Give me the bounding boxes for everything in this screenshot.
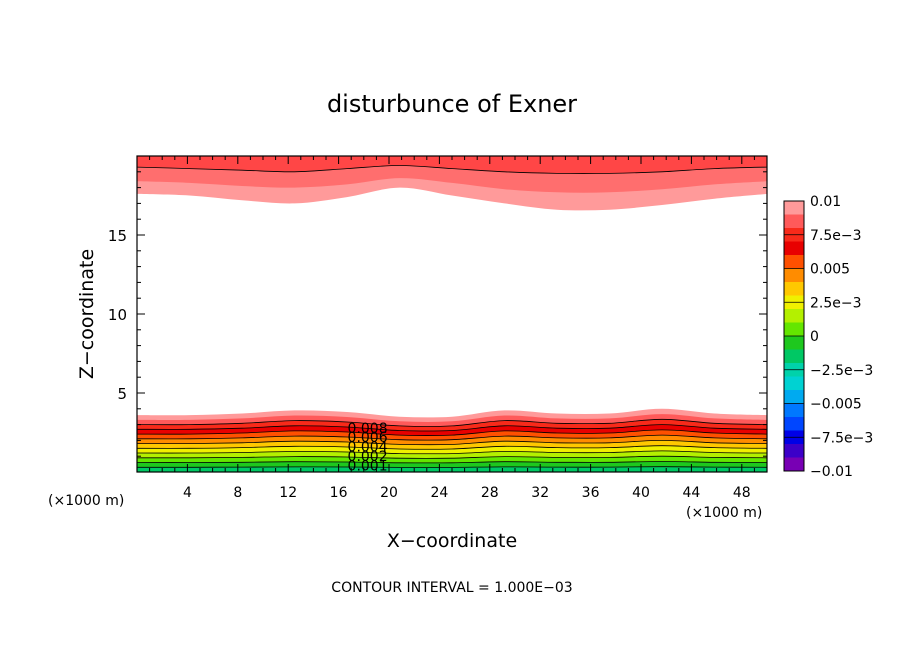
x-tick-label: 44	[682, 485, 700, 501]
colorbar-swatch	[784, 403, 804, 418]
contour-interval-note: CONTOUR INTERVAL = 1.000E−03	[331, 580, 572, 596]
contour-line-bottom-9	[137, 455, 768, 459]
x-tick-label: 28	[481, 485, 499, 501]
colorbar-label: 0.005	[810, 262, 850, 278]
colorbar-labels: 0.01 7.5e−3 0.005 2.5e−3 0 −2.5e−3 −0.005 −7.5e…	[810, 194, 873, 480]
x-tick-label: 24	[430, 485, 448, 501]
x-tick-label: 12	[279, 485, 297, 501]
contour-lines	[136, 165, 768, 468]
y-tick-label: 15	[108, 227, 127, 245]
colorbar-swatch	[784, 376, 804, 391]
colorbar-swatch	[784, 349, 804, 364]
colorbar-swatch	[784, 282, 804, 296]
colorbar-label: −2.5e−3	[810, 363, 873, 379]
x-axis-label: X−coordinate	[387, 530, 517, 552]
colorbar-swatch	[784, 417, 804, 431]
colorbar-swatch	[784, 457, 804, 472]
contour-label: 0.006	[348, 430, 388, 446]
colorbar-swatch	[784, 268, 804, 283]
contour-line-bottom-3	[136, 424, 768, 432]
contour-label: 0.002	[348, 449, 388, 465]
x-tick-label: 48	[733, 485, 751, 501]
colorbar-swatch	[784, 444, 804, 458]
colorbar-swatch	[784, 336, 804, 350]
colorbar-label: −0.005	[810, 397, 862, 413]
top-band-layer-2	[137, 156, 767, 174]
contour-line-bottom-5	[136, 434, 768, 441]
y-axis: 5 10 15	[108, 171, 767, 457]
colorbar-label: 0	[810, 329, 819, 345]
x-tick-label: 4	[183, 485, 192, 501]
x-tick-label: 20	[380, 485, 398, 501]
chart-title: disturbunce of Exner	[327, 90, 577, 118]
contour-line-bottom-6	[136, 439, 768, 446]
colorbar-swatch	[784, 390, 804, 404]
contour-line-bottom-8	[136, 450, 768, 455]
contour-line-bottom-10	[136, 461, 768, 464]
contour-line-top	[136, 165, 768, 174]
contour-label: 0.008	[348, 421, 388, 437]
colorbar	[783, 200, 805, 472]
x-unit-right: (×1000 m)	[686, 505, 762, 521]
contour-line-bottom-4	[136, 429, 768, 436]
y-tick-label: 5	[117, 385, 127, 403]
colorbar-label: 0.01	[810, 194, 841, 210]
colorbar-label: 2.5e−3	[810, 295, 862, 311]
contour-line-bottom-11	[137, 466, 768, 468]
contour-line-bottom-2	[136, 418, 768, 427]
x-tick-label: 8	[233, 485, 242, 501]
contour-label: 0.001	[348, 459, 388, 475]
colorbar-swatch	[784, 241, 804, 256]
colorbar-label: −0.01	[810, 464, 853, 480]
x-tick-label: 36	[582, 485, 600, 501]
colorbar-swatch	[784, 322, 804, 337]
x-unit-left: (×1000 m)	[48, 493, 124, 509]
contour-label: 0.004	[348, 440, 388, 456]
x-tick-label: 16	[330, 485, 348, 501]
colorbar-label: 7.5e−3	[810, 228, 862, 244]
colorbar-label: −7.5e−3	[810, 430, 873, 446]
x-tick-label: 32	[531, 485, 549, 501]
contour-line-bottom-7	[136, 445, 768, 450]
colorbar-swatch	[784, 309, 804, 323]
colorbar-swatch	[784, 201, 804, 215]
x-axis: 4 8 12 16 20 24 28 32 36 40 44 48	[149, 156, 755, 501]
y-tick-label: 10	[108, 306, 127, 324]
x-tick-label: 40	[632, 485, 650, 501]
colorbar-swatch	[784, 214, 804, 229]
colorbar-swatch	[784, 255, 804, 269]
y-axis-label: Z−coordinate	[76, 249, 98, 379]
